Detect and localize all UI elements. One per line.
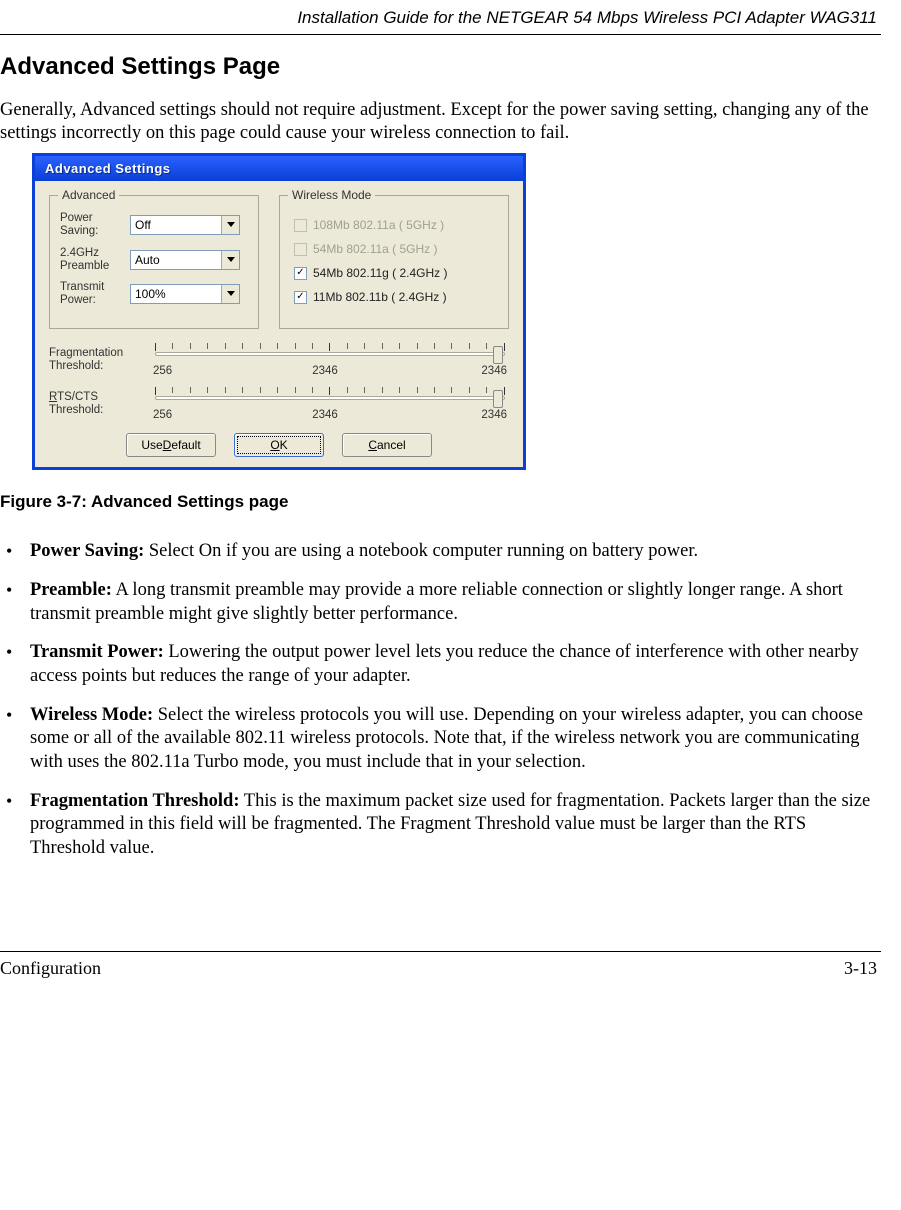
footer-page-number: 3-13 (844, 958, 877, 979)
advanced-settings-window: Advanced Settings Advanced Power Saving:… (32, 153, 526, 470)
frag-max: 2346 (459, 365, 509, 377)
frag-threshold-slider[interactable]: 256 2346 2346 (151, 343, 509, 377)
wireless-mode-option[interactable]: ✓ 54Mb 802.11g ( 2.4GHz ) (294, 266, 498, 280)
bullet-list: Power Saving: Select On if you are using… (0, 540, 881, 860)
header-rule (0, 34, 881, 35)
rts-mid: 2346 (191, 409, 459, 421)
rts-threshold-label: RTS/CTS Threshold: (49, 387, 151, 417)
page-footer: Configuration 3-13 (0, 956, 881, 991)
group-wireless-legend: Wireless Mode (288, 188, 375, 202)
power-saving-value: Off (131, 218, 221, 232)
window-titlebar: Advanced Settings (35, 156, 523, 181)
figure-caption: Figure 3-7: Advanced Settings page (0, 492, 881, 512)
wireless-mode-option: 108Mb 802.11a ( 5GHz ) (294, 218, 498, 232)
checkbox-icon (294, 219, 307, 232)
chevron-down-icon[interactable] (221, 285, 239, 303)
section-heading: Advanced Settings Page (0, 53, 881, 81)
checkbox-icon[interactable]: ✓ (294, 291, 307, 304)
dialog-screenshot: Advanced Settings Advanced Power Saving:… (32, 153, 881, 470)
chevron-down-icon[interactable] (221, 216, 239, 234)
slider-thumb-icon[interactable] (493, 390, 503, 408)
power-saving-combo[interactable]: Off (130, 215, 240, 235)
frag-min: 256 (151, 365, 191, 377)
checkbox-icon[interactable]: ✓ (294, 267, 307, 280)
group-wireless-mode: Wireless Mode 108Mb 802.11a ( 5GHz )54Mb… (279, 195, 509, 329)
cancel-button[interactable]: Cancel (342, 433, 432, 457)
footer-section: Configuration (0, 958, 101, 979)
frag-mid: 2346 (191, 365, 459, 377)
list-item: Fragmentation Threshold: This is the max… (0, 790, 881, 861)
checkbox-icon (294, 243, 307, 256)
preamble-label: 2.4GHz Preamble (60, 247, 130, 273)
wireless-mode-label: 11Mb 802.11b ( 2.4GHz ) (313, 290, 447, 304)
ok-button[interactable]: OK (234, 433, 324, 457)
group-advanced-legend: Advanced (58, 188, 119, 202)
rts-threshold-slider[interactable]: 256 2346 2346 (151, 387, 509, 421)
list-item: Transmit Power: Lowering the output powe… (0, 641, 881, 688)
slider-thumb-icon[interactable] (493, 346, 503, 364)
wireless-mode-label: 54Mb 802.11a ( 5GHz ) (313, 242, 438, 256)
power-saving-label: Power Saving: (60, 212, 130, 238)
transmit-power-value: 100% (131, 287, 221, 301)
running-header: Installation Guide for the NETGEAR 54 Mb… (0, 0, 881, 32)
wireless-mode-option: 54Mb 802.11a ( 5GHz ) (294, 242, 498, 256)
preamble-combo[interactable]: Auto (130, 250, 240, 270)
wireless-mode-label: 54Mb 802.11g ( 2.4GHz ) (313, 266, 448, 280)
list-item: Power Saving: Select On if you are using… (0, 540, 881, 564)
footer-rule (0, 951, 881, 952)
use-default-button[interactable]: Use Default (126, 433, 216, 457)
frag-threshold-label: Fragmentation Threshold: (49, 343, 151, 373)
wireless-mode-option[interactable]: ✓ 11Mb 802.11b ( 2.4GHz ) (294, 290, 498, 304)
rts-max: 2346 (459, 409, 509, 421)
intro-paragraph: Generally, Advanced settings should not … (0, 99, 881, 145)
wireless-mode-label: 108Mb 802.11a ( 5GHz ) (313, 218, 444, 232)
transmit-power-combo[interactable]: 100% (130, 284, 240, 304)
chevron-down-icon[interactable] (221, 251, 239, 269)
preamble-value: Auto (131, 253, 221, 267)
list-item: Wireless Mode: Select the wireless proto… (0, 704, 881, 775)
group-advanced: Advanced Power Saving: Off 2.4GHz Preamb… (49, 195, 259, 329)
list-item: Preamble: A long transmit preamble may p… (0, 579, 881, 626)
transmit-power-label: Transmit Power: (60, 281, 130, 307)
rts-min: 256 (151, 409, 191, 421)
